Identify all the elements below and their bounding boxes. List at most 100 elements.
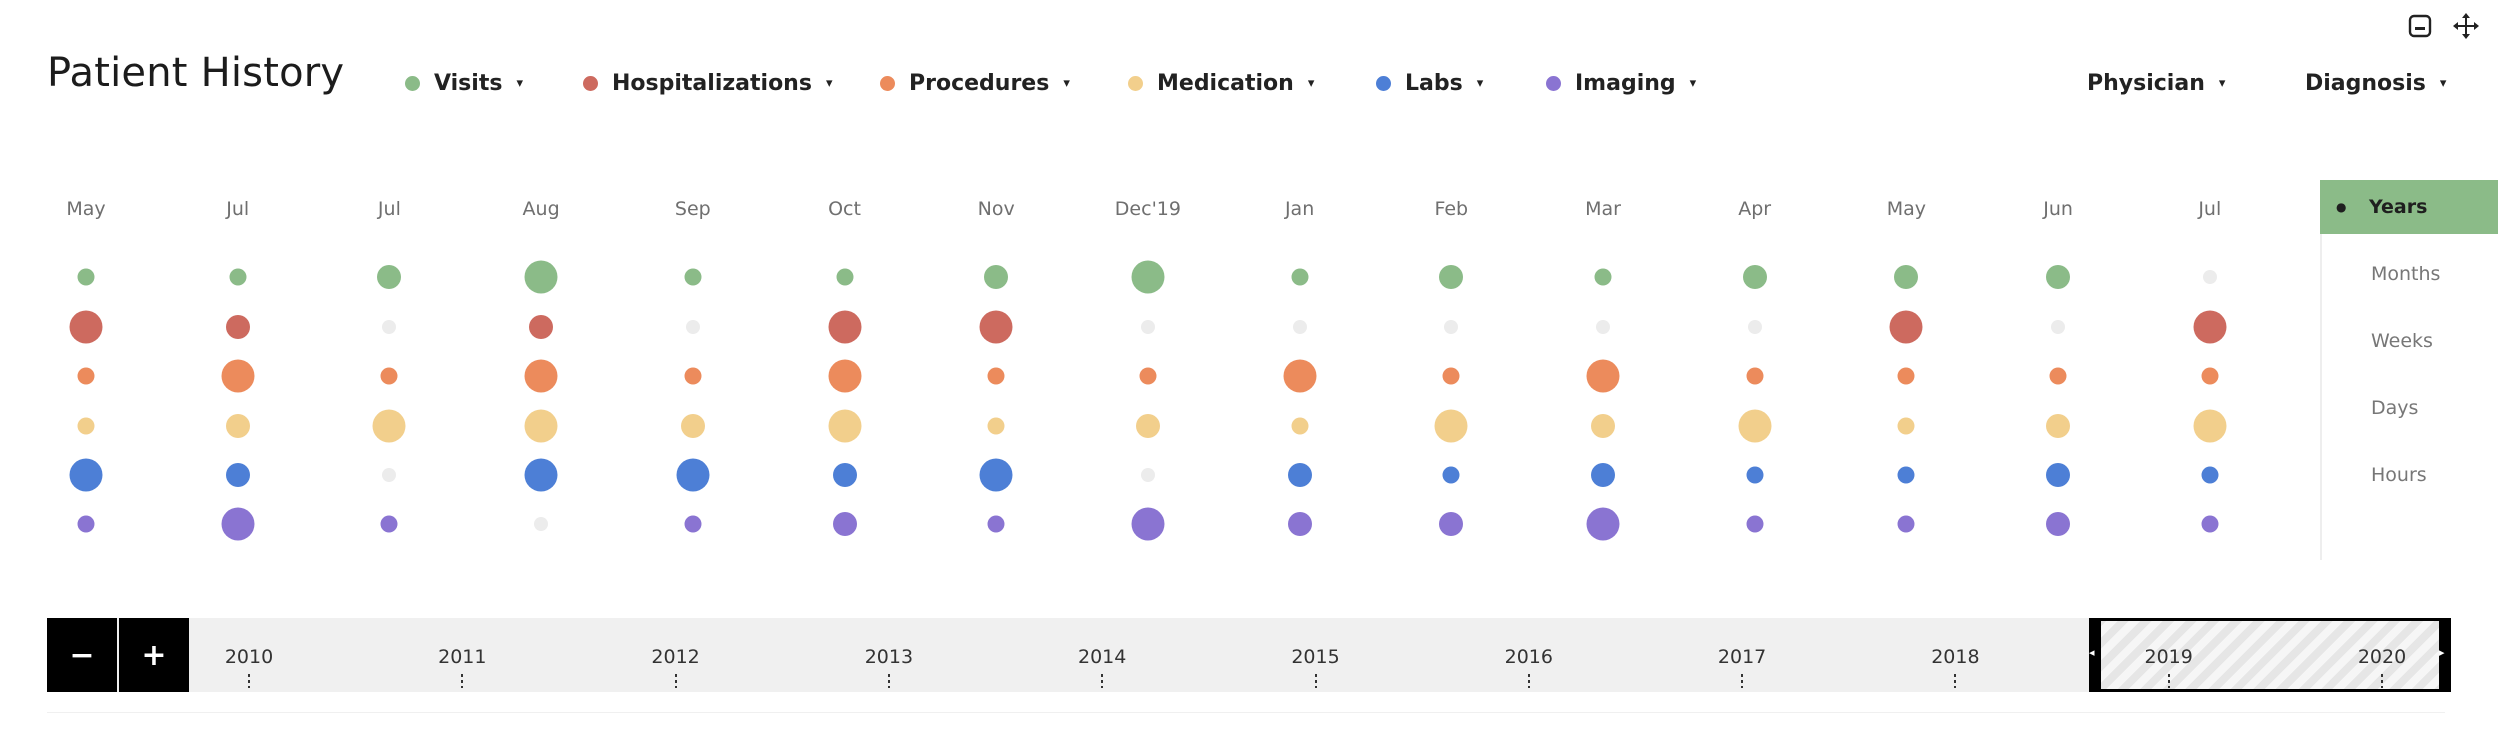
event-bubble-visits[interactable] — [1131, 260, 1165, 294]
event-bubble-imaging[interactable] — [1287, 512, 1312, 536]
event-bubble-labs[interactable] — [979, 458, 1013, 492]
event-bubble-visits[interactable] — [77, 268, 95, 286]
event-bubble-imaging[interactable] — [2201, 515, 2219, 533]
event-bubble-hospitalizations[interactable] — [69, 310, 103, 344]
event-bubble-procedures[interactable] — [524, 359, 558, 393]
event-bubble-procedures[interactable] — [1586, 359, 1620, 393]
event-bubble-labs[interactable] — [1746, 466, 1764, 484]
event-bubble-hospitalizations[interactable] — [2193, 310, 2227, 344]
event-bubble-medication[interactable] — [2193, 409, 2227, 443]
event-bubble-labs[interactable] — [2201, 466, 2219, 484]
event-bubble-medication[interactable] — [1434, 409, 1468, 443]
event-bubble-medication[interactable] — [1291, 417, 1309, 435]
event-bubble-labs[interactable] — [1442, 466, 1460, 484]
event-bubble-imaging[interactable] — [1439, 512, 1464, 536]
event-bubble-visits[interactable] — [836, 268, 853, 286]
event-bubble-medication[interactable] — [225, 414, 250, 438]
event-bubble-procedures[interactable] — [1283, 359, 1317, 393]
event-bubble-imaging[interactable] — [2046, 512, 2071, 536]
event-bubble-medication[interactable] — [524, 409, 558, 443]
legend-item-imaging[interactable]: Imaging ▾ — [1546, 68, 1696, 98]
event-bubble-medication[interactable] — [828, 409, 861, 443]
event-bubble-imaging[interactable] — [1586, 507, 1620, 541]
event-bubble-medication[interactable] — [1738, 409, 1772, 443]
event-bubble-labs[interactable] — [676, 458, 710, 492]
event-bubble-procedures[interactable] — [684, 367, 702, 385]
event-bubble-labs[interactable] — [832, 463, 857, 487]
event-bubble-visits[interactable] — [984, 265, 1009, 289]
event-bubble-hospitalizations[interactable] — [979, 310, 1013, 344]
event-bubble-hospitalizations[interactable] — [1889, 310, 1923, 344]
event-bubble-medication[interactable] — [372, 409, 406, 443]
zoom-out-button[interactable]: − — [47, 618, 117, 692]
event-bubble-labs[interactable] — [1897, 466, 1915, 484]
zoom-option-weeks[interactable]: Weeks — [2322, 314, 2498, 368]
event-bubble-procedures[interactable] — [2201, 367, 2219, 385]
event-bubble-imaging[interactable] — [1897, 515, 1915, 533]
event-bubble-imaging[interactable] — [77, 515, 95, 533]
event-bubble-visits[interactable] — [377, 265, 402, 289]
chevron-down-icon: ▾ — [1476, 75, 1484, 91]
event-bubble-visits[interactable] — [524, 260, 558, 294]
legend-item-hospitalizations[interactable]: Hospitalizations ▾ — [583, 68, 832, 98]
event-bubble-visits[interactable] — [1742, 265, 1767, 289]
event-bubble-labs[interactable] — [1287, 463, 1312, 487]
event-bubble-visits[interactable] — [1594, 268, 1612, 286]
event-bubble-procedures[interactable] — [2049, 367, 2067, 385]
event-bubble-labs[interactable] — [69, 458, 103, 492]
event-bubble-medication[interactable] — [987, 417, 1005, 435]
zoom-option-days[interactable]: Days — [2322, 381, 2498, 435]
range-handle-left[interactable]: ◂ — [2089, 618, 2101, 692]
event-bubble-hospitalizations[interactable] — [225, 315, 250, 339]
event-bubble-hospitalizations[interactable] — [828, 310, 861, 344]
event-bubble-hospitalizations[interactable] — [529, 315, 554, 339]
physician-filter[interactable]: Physician ▾ — [2087, 68, 2225, 98]
legend-item-visits[interactable]: Visits ▾ — [405, 68, 523, 98]
event-bubble-procedures[interactable] — [380, 367, 398, 385]
event-bubble-medication[interactable] — [2046, 414, 2071, 438]
event-bubble-medication[interactable] — [77, 417, 95, 435]
zoom-in-button[interactable]: + — [119, 618, 189, 692]
event-bubble-imaging[interactable] — [1746, 515, 1764, 533]
event-bubble-procedures[interactable] — [77, 367, 95, 385]
event-bubble-labs[interactable] — [225, 463, 250, 487]
event-bubble-medication[interactable] — [1135, 414, 1160, 438]
event-bubble-medication[interactable] — [1897, 417, 1915, 435]
event-bubble-visits[interactable] — [229, 268, 247, 286]
diagnosis-filter[interactable]: Diagnosis ▾ — [2305, 68, 2446, 98]
event-bubble-procedures[interactable] — [1442, 367, 1460, 385]
event-bubble-medication[interactable] — [680, 414, 705, 438]
event-bubble-visits[interactable] — [1291, 268, 1309, 286]
legend-item-procedures[interactable]: Procedures ▾ — [880, 68, 1070, 98]
zoom-option-years[interactable]: ● Years — [2320, 180, 2498, 234]
event-bubble-procedures[interactable] — [221, 359, 255, 393]
zoom-option-months[interactable]: Months — [2322, 247, 2498, 301]
move-icon[interactable] — [2452, 12, 2480, 40]
event-bubble-imaging[interactable] — [832, 512, 857, 536]
event-bubble-visits[interactable] — [1439, 265, 1464, 289]
legend-item-medication[interactable]: Medication ▾ — [1128, 68, 1314, 98]
range-handle-right[interactable]: ▸ — [2439, 618, 2451, 692]
event-bubble-procedures[interactable] — [1897, 367, 1915, 385]
event-bubble-visits[interactable] — [684, 268, 702, 286]
event-bubble-hospitalizations — [1292, 320, 1307, 334]
event-bubble-imaging[interactable] — [987, 515, 1005, 533]
event-bubble-visits[interactable] — [1894, 265, 1919, 289]
legend-item-labs[interactable]: Labs ▾ — [1376, 68, 1483, 98]
event-bubble-visits[interactable] — [2046, 265, 2071, 289]
event-bubble-procedures[interactable] — [1746, 367, 1764, 385]
event-bubble-medication[interactable] — [1591, 414, 1615, 438]
selected-range-window[interactable]: ◂ ▸ — [2089, 618, 2451, 692]
event-bubble-labs[interactable] — [524, 458, 558, 492]
event-bubble-labs[interactable] — [1591, 463, 1615, 487]
event-bubble-imaging[interactable] — [221, 507, 255, 541]
event-bubble-procedures[interactable] — [828, 359, 861, 393]
event-bubble-imaging[interactable] — [684, 515, 702, 533]
zoom-option-hours[interactable]: Hours — [2322, 448, 2498, 502]
event-bubble-imaging[interactable] — [380, 515, 398, 533]
event-bubble-procedures[interactable] — [987, 367, 1005, 385]
event-bubble-procedures[interactable] — [1139, 367, 1157, 385]
event-bubble-imaging[interactable] — [1131, 507, 1165, 541]
event-bubble-labs[interactable] — [2046, 463, 2071, 487]
minimize-icon[interactable] — [2406, 12, 2434, 40]
